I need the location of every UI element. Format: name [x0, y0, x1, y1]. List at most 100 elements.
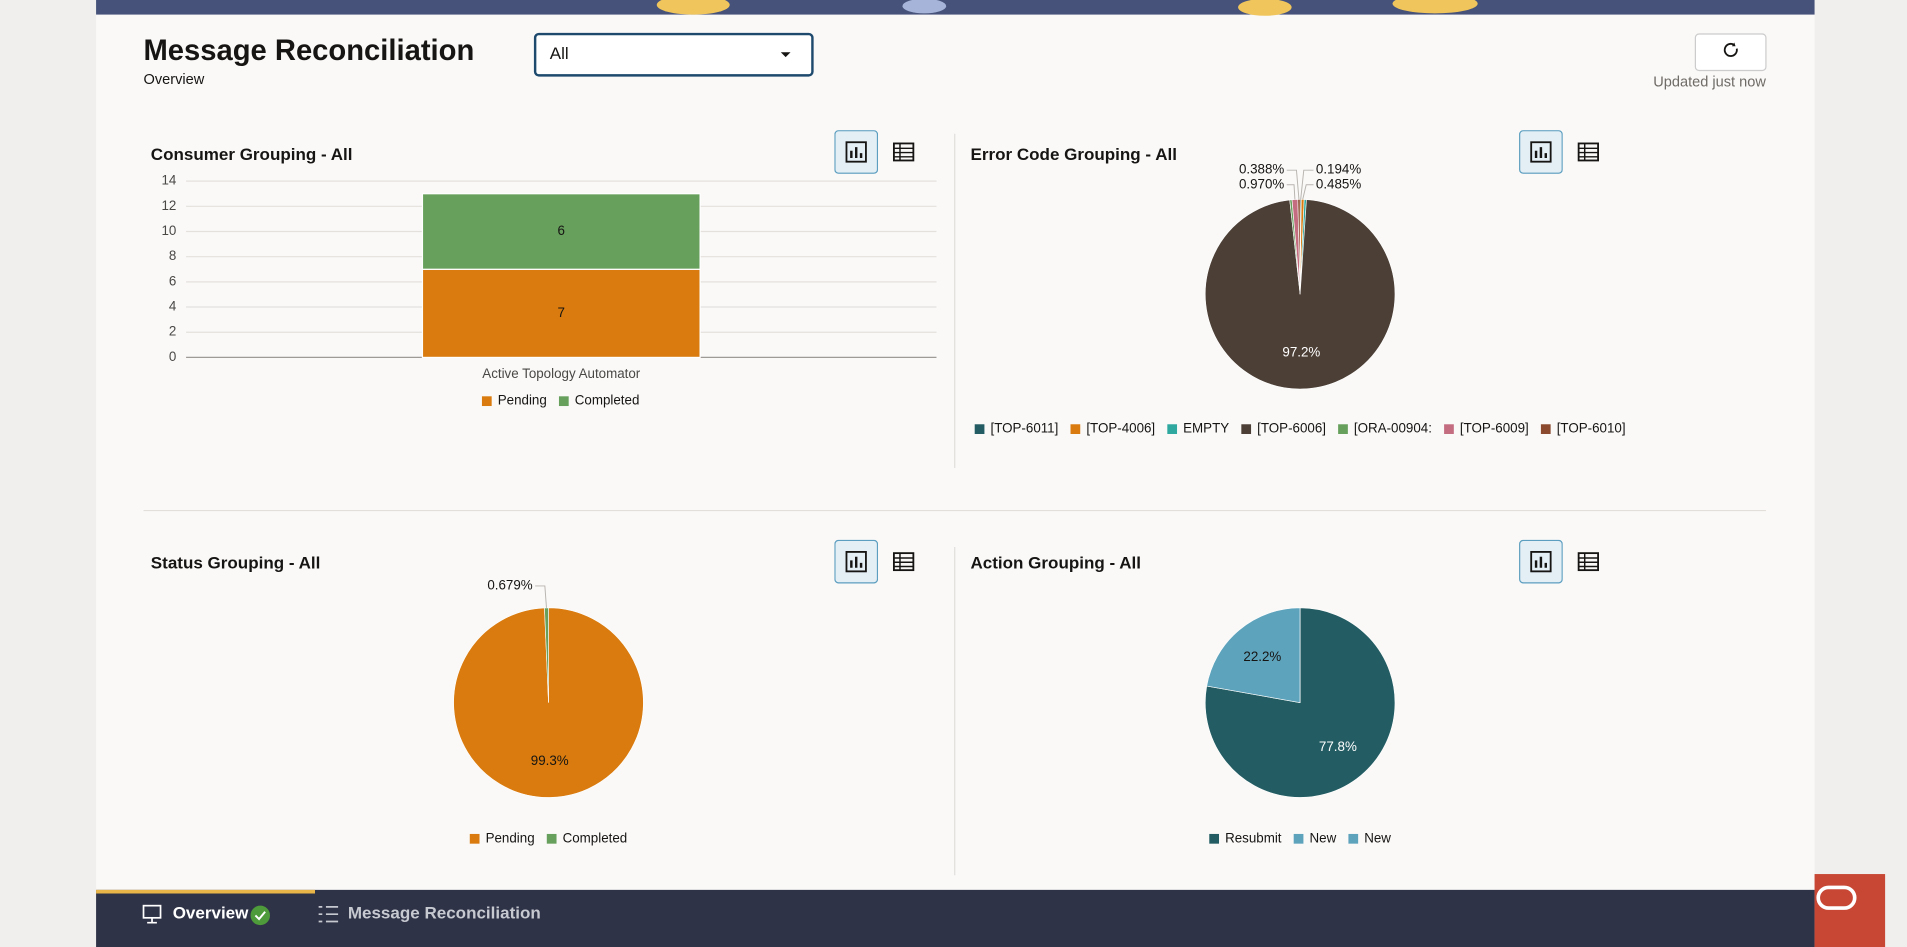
data-label: 99.3%	[531, 753, 569, 768]
legend-swatch	[1241, 424, 1252, 434]
active-tab-indicator	[96, 889, 315, 894]
legend-label: [TOP-6006]	[1257, 421, 1326, 436]
legend: [TOP-6011] [TOP-4006] EMPTY [TOP-6006] [ORA-…	[974, 421, 1626, 436]
data-label: 0.679%	[487, 577, 532, 592]
tab-label[interactable]: Overview	[173, 904, 249, 923]
legend-label: Resubmit	[1225, 830, 1282, 845]
y-tick-label: 10	[161, 223, 176, 238]
bottom-nav: Overview Message Reconciliation	[96, 889, 1815, 947]
chart-view-button[interactable]	[834, 539, 879, 584]
data-label: 0.194%	[1316, 162, 1361, 177]
y-tick-label: 8	[169, 248, 176, 263]
banner	[96, 0, 1815, 16]
nav-bar	[96, 889, 1815, 947]
legend-label: [TOP-6011]	[991, 421, 1059, 436]
chart-view-button[interactable]	[834, 130, 879, 174]
legend-label: Completed	[563, 830, 628, 845]
data-label: 0.485%	[1316, 176, 1361, 191]
data-label: 0.388%	[1239, 162, 1284, 177]
legend-swatch	[1209, 833, 1220, 844]
tab-icon[interactable]	[318, 906, 339, 923]
legend-label: [TOP-4006]	[1086, 421, 1155, 436]
leader-line	[1300, 169, 1314, 200]
select-box[interactable]	[533, 32, 814, 77]
chart-title: Error Code Grouping - All	[971, 145, 1177, 164]
refresh-button[interactable]	[1694, 33, 1767, 72]
brand-badge	[1814, 874, 1886, 947]
chart-title: Status Grouping - All	[151, 554, 321, 573]
banner-shape	[902, 0, 947, 14]
legend-swatch	[1444, 424, 1454, 434]
overview-tab[interactable]: Overview	[142, 904, 270, 926]
legend-label: Pending	[486, 830, 535, 845]
data-label: 7	[558, 305, 565, 320]
y-tick-label: 4	[169, 299, 177, 314]
data-label: 0.970%	[1239, 176, 1284, 191]
chart-view-button[interactable]	[1519, 130, 1563, 174]
banner-shape	[656, 0, 730, 15]
refresh-arrow[interactable]	[1731, 42, 1736, 47]
legend: Pending Completed	[481, 393, 640, 408]
pie-slice	[544, 607, 549, 703]
legend-swatch	[469, 833, 480, 844]
legend-swatch	[481, 396, 492, 407]
legend: Pending Completed	[469, 830, 628, 845]
chart-title: Action Grouping - All	[971, 554, 1141, 573]
x-tick-label: Active Topology Automator	[482, 366, 641, 381]
leader-line	[1286, 169, 1300, 200]
refresh-icon[interactable]	[1723, 42, 1738, 57]
pie-slice	[1204, 199, 1396, 390]
banner-shape	[1238, 0, 1292, 16]
page-title: Message Reconciliation	[144, 35, 475, 67]
pie-slice	[1206, 607, 1301, 704]
data-label: 22.2%	[1243, 649, 1281, 664]
legend-label: Completed	[575, 393, 640, 408]
y-tick-label: 14	[161, 173, 176, 188]
legend-label: [TOP-6010]	[1557, 421, 1626, 436]
data-label: 97.2%	[1282, 344, 1320, 359]
check-icon	[254, 911, 266, 921]
legend-label: [ORA-00904:	[1354, 421, 1432, 436]
legend-swatch	[1167, 424, 1178, 434]
legend-label: EMPTY	[1183, 421, 1229, 436]
y-tick-label: 12	[161, 198, 176, 213]
banner-strip	[96, 0, 1815, 15]
tab-label[interactable]: Message Reconciliation	[348, 904, 541, 923]
legend-swatch	[1070, 424, 1081, 434]
legend-swatch	[974, 424, 985, 434]
legend-label: New	[1364, 830, 1391, 845]
legend-swatch	[1348, 833, 1359, 844]
legend-swatch	[558, 396, 569, 407]
status-badge	[250, 905, 270, 926]
legend-label: New	[1310, 830, 1337, 845]
select-caret[interactable]	[780, 52, 791, 58]
badge-logo	[1816, 885, 1857, 910]
badge-box	[1814, 874, 1886, 947]
reconciliation-tab[interactable]: Message Reconciliation	[318, 904, 541, 923]
select-value[interactable]: All	[550, 44, 569, 63]
legend-label: [TOP-6009]	[1460, 421, 1529, 436]
legend-label: Pending	[498, 393, 547, 408]
y-tick-label: 2	[169, 324, 176, 339]
y-tick-label: 6	[169, 273, 176, 288]
data-label: 77.8%	[1319, 739, 1357, 754]
tab-icon[interactable]	[147, 917, 157, 924]
pie-slice	[1204, 607, 1396, 798]
update-status: Updated just now	[1653, 75, 1766, 91]
legend-swatch	[1338, 424, 1348, 434]
button-box[interactable]	[1694, 33, 1767, 72]
leader-line	[535, 585, 547, 608]
data-label: 6	[558, 223, 565, 238]
filter-select[interactable]: All	[533, 32, 814, 77]
leader-line	[1286, 184, 1296, 200]
legend: Resubmit New New	[1209, 830, 1391, 845]
legend-swatch	[546, 833, 557, 844]
bar-segment	[421, 193, 701, 270]
banner-shape	[1392, 0, 1478, 14]
page-subtitle: Overview	[144, 72, 205, 88]
legend-swatch	[1293, 833, 1304, 844]
chart-view-button[interactable]	[1519, 539, 1563, 584]
y-tick-label: 0	[169, 349, 176, 364]
